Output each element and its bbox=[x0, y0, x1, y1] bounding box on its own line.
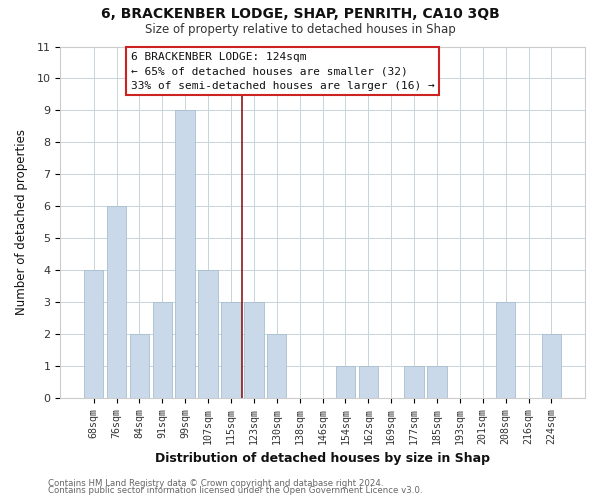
Text: Contains HM Land Registry data © Crown copyright and database right 2024.: Contains HM Land Registry data © Crown c… bbox=[48, 478, 383, 488]
Bar bbox=[335, 366, 355, 398]
Bar bbox=[496, 302, 515, 398]
Bar bbox=[542, 334, 561, 398]
Bar bbox=[221, 302, 241, 398]
Bar bbox=[130, 334, 149, 398]
Bar bbox=[404, 366, 424, 398]
X-axis label: Distribution of detached houses by size in Shap: Distribution of detached houses by size … bbox=[155, 452, 490, 465]
Bar bbox=[107, 206, 126, 398]
Y-axis label: Number of detached properties: Number of detached properties bbox=[15, 129, 28, 315]
Bar bbox=[244, 302, 263, 398]
Text: 6 BRACKENBER LODGE: 124sqm
← 65% of detached houses are smaller (32)
33% of semi: 6 BRACKENBER LODGE: 124sqm ← 65% of deta… bbox=[131, 52, 434, 90]
Text: 6, BRACKENBER LODGE, SHAP, PENRITH, CA10 3QB: 6, BRACKENBER LODGE, SHAP, PENRITH, CA10… bbox=[101, 8, 499, 22]
Bar bbox=[359, 366, 378, 398]
Text: Contains public sector information licensed under the Open Government Licence v3: Contains public sector information licen… bbox=[48, 486, 422, 495]
Bar bbox=[199, 270, 218, 398]
Bar bbox=[175, 110, 195, 398]
Bar bbox=[427, 366, 446, 398]
Bar bbox=[152, 302, 172, 398]
Bar bbox=[267, 334, 286, 398]
Text: Size of property relative to detached houses in Shap: Size of property relative to detached ho… bbox=[145, 22, 455, 36]
Bar bbox=[84, 270, 103, 398]
